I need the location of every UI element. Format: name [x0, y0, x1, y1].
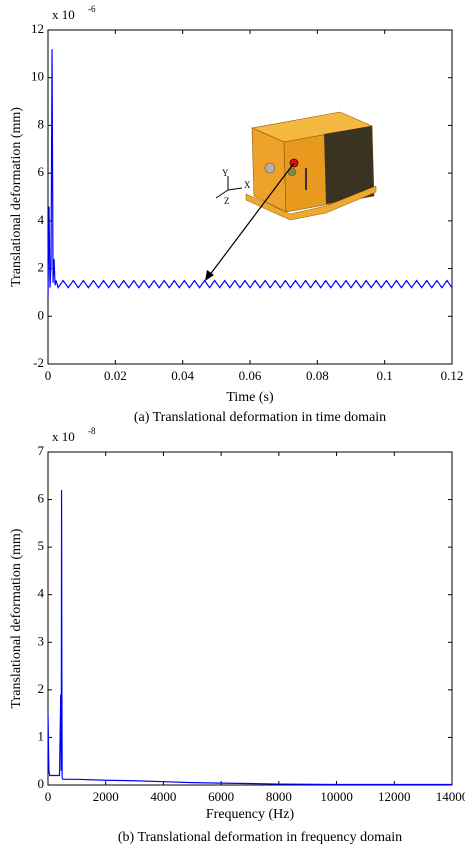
y-tick-label: -2 [33, 355, 44, 370]
y-tick-label: 0 [38, 776, 45, 791]
y-axis-label: Translational deformation (mm) [9, 107, 24, 287]
y-tick-label: 6 [38, 491, 45, 506]
y-tick-label: 8 [38, 116, 45, 131]
x-tick-label: 10000 [320, 789, 353, 804]
x-tick-label: 0.1 [377, 368, 393, 383]
data-line [48, 490, 452, 784]
caption: (a) Translational deformation in time do… [134, 410, 386, 425]
x-tick-label: 0 [45, 789, 52, 804]
x-tick-label: 4000 [150, 789, 176, 804]
y-tick-label: 4 [38, 212, 45, 227]
y-tick-label: 0 [38, 307, 45, 322]
exponent: -6 [88, 4, 96, 14]
y-tick-label: 6 [38, 164, 45, 179]
triad-label: Y [222, 168, 229, 178]
x-tick-label: 0.08 [306, 368, 329, 383]
exponent-base: x 10 [52, 7, 75, 22]
x-tick-label: 2000 [93, 789, 119, 804]
figure: -202468101200.020.040.060.080.10.12x 10-… [0, 0, 465, 849]
caption: (b) Translational deformation in frequen… [118, 830, 402, 845]
x-axis-label: Frequency (Hz) [206, 807, 295, 822]
x-tick-label: 0.06 [239, 368, 262, 383]
x-tick-label: 0.12 [441, 368, 464, 383]
exponent: -8 [88, 426, 96, 436]
y-tick-label: 2 [38, 260, 45, 275]
y-tick-label: 1 [38, 728, 45, 743]
y-tick-label: 2 [38, 681, 45, 696]
triad-label: Z [224, 196, 230, 206]
x-tick-label: 12000 [378, 789, 411, 804]
plot-frame [48, 452, 452, 785]
y-tick-label: 4 [38, 586, 45, 601]
y-tick-label: 10 [31, 69, 44, 84]
y-tick-label: 7 [38, 443, 45, 458]
x-tick-label: 8000 [266, 789, 292, 804]
x-tick-label: 6000 [208, 789, 234, 804]
x-axis-label: Time (s) [226, 390, 274, 405]
y-axis-label: Translational deformation (mm) [9, 528, 24, 708]
x-tick-label: 14000 [436, 789, 465, 804]
equipment-illustration [205, 112, 376, 281]
y-tick-label: 3 [38, 633, 45, 648]
x-tick-label: 0.04 [171, 368, 194, 383]
y-tick-label: 5 [38, 538, 45, 553]
x-tick-label: 0.02 [104, 368, 127, 383]
triad-label: X [244, 180, 251, 190]
exponent-base: x 10 [52, 429, 75, 444]
y-tick-label: 12 [31, 21, 44, 36]
data-line [48, 49, 452, 297]
x-tick-label: 0 [45, 368, 52, 383]
